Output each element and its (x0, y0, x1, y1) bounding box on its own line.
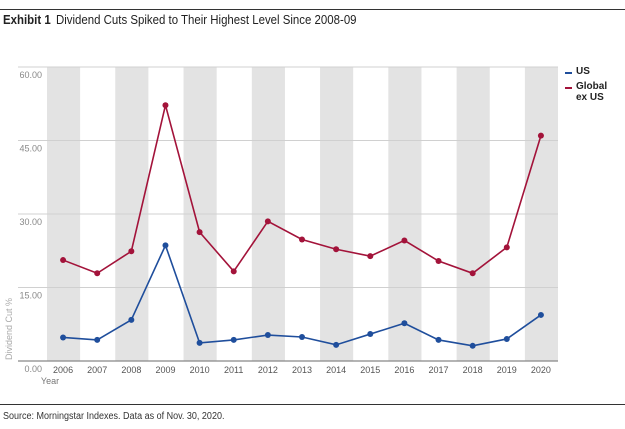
point-global-ex-us-2007 (94, 270, 101, 277)
y-tick-label: 30.00 (19, 217, 42, 227)
legend-label-us: US (576, 66, 590, 77)
x-tick-label: 2008 (121, 365, 141, 375)
x-tick-label: 2012 (258, 365, 278, 375)
y-axis-label: Dividend Cut % (4, 298, 14, 360)
source-note: Source: Morningstar Indexes. Data as of … (3, 411, 225, 422)
point-us-2020 (537, 311, 544, 318)
x-tick-label: 2016 (394, 365, 414, 375)
x-tick-label: 2006 (53, 365, 73, 375)
exhibit-label: Exhibit 1 (3, 12, 51, 27)
x-tick-label: 2020 (531, 365, 551, 375)
x-tick-label: 2007 (87, 365, 107, 375)
x-tick-label: 2009 (155, 365, 175, 375)
point-global-ex-us-2020 (537, 132, 544, 139)
point-global-ex-us-2017 (435, 258, 442, 265)
bottom-rule (0, 404, 625, 405)
point-us-2010 (196, 339, 203, 346)
point-us-2011 (230, 336, 237, 343)
legend-item-global: Global ex US (565, 81, 618, 103)
top-rule (0, 9, 625, 10)
x-tick-label: 2017 (429, 365, 449, 375)
point-us-2008 (128, 316, 135, 323)
point-us-2006 (60, 334, 67, 341)
y-tick-label: 60.00 (19, 70, 42, 80)
x-tick-label: 2019 (497, 365, 517, 375)
point-global-ex-us-2010 (196, 229, 203, 236)
point-us-2014 (333, 341, 340, 348)
legend-label-global: Global ex US (576, 81, 608, 103)
point-us-2009 (162, 242, 169, 249)
chart-title: Exhibit 1 Dividend Cuts Spiked to Their H… (3, 12, 357, 27)
point-global-ex-us-2009 (162, 102, 169, 109)
legend-swatch-us (565, 72, 572, 74)
point-global-ex-us-2008 (128, 248, 135, 255)
point-us-2007 (94, 336, 101, 343)
x-tick-label: 2014 (326, 365, 346, 375)
point-us-2016 (401, 320, 408, 327)
point-us-2017 (435, 336, 442, 343)
x-tick-label: 2011 (224, 365, 243, 375)
x-tick-label: 2010 (190, 365, 210, 375)
point-global-ex-us-2019 (503, 244, 510, 251)
point-global-ex-us-2012 (264, 218, 271, 225)
point-global-ex-us-2013 (299, 236, 305, 243)
x-axis-label: Year (41, 376, 59, 386)
legend: US Global ex US (565, 66, 618, 107)
point-us-2015 (367, 331, 374, 338)
y-tick-label: 15.00 (19, 291, 42, 301)
point-global-ex-us-2018 (469, 270, 476, 277)
title-text: Dividend Cuts Spiked to Their Highest Le… (55, 12, 357, 27)
point-global-ex-us-2014 (333, 246, 340, 253)
point-us-2013 (299, 333, 305, 340)
y-tick-label: 0.00 (24, 364, 42, 374)
y-tick-label: 45.00 (19, 144, 42, 154)
point-us-2019 (503, 335, 510, 342)
point-global-ex-us-2006 (60, 257, 67, 264)
legend-swatch-global (565, 87, 572, 89)
point-us-2012 (264, 332, 271, 339)
x-tick-label: 2015 (360, 365, 380, 375)
x-tick-label: 2013 (292, 365, 312, 375)
x-tick-label: 2018 (463, 365, 483, 375)
point-global-ex-us-2016 (401, 237, 408, 244)
point-global-ex-us-2015 (367, 253, 374, 260)
point-us-2018 (469, 342, 476, 349)
point-global-ex-us-2011 (230, 268, 237, 275)
legend-item-us: US (565, 66, 618, 77)
